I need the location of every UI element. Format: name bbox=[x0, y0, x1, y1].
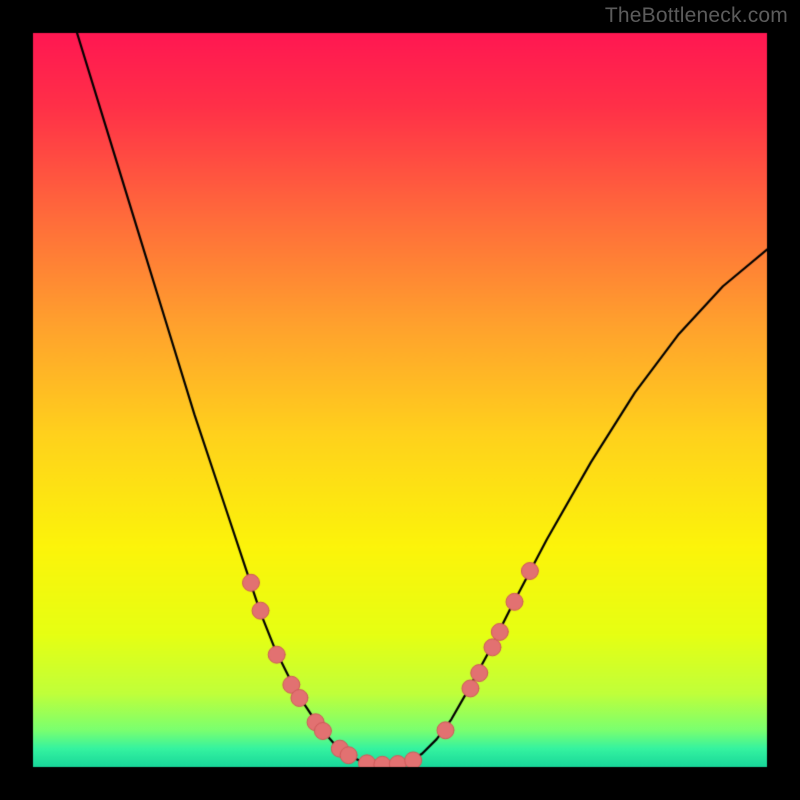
chart-container: TheBottleneck.com bbox=[0, 0, 800, 800]
bottleneck-chart-canvas bbox=[0, 0, 800, 800]
attribution-label: TheBottleneck.com bbox=[605, 4, 788, 28]
